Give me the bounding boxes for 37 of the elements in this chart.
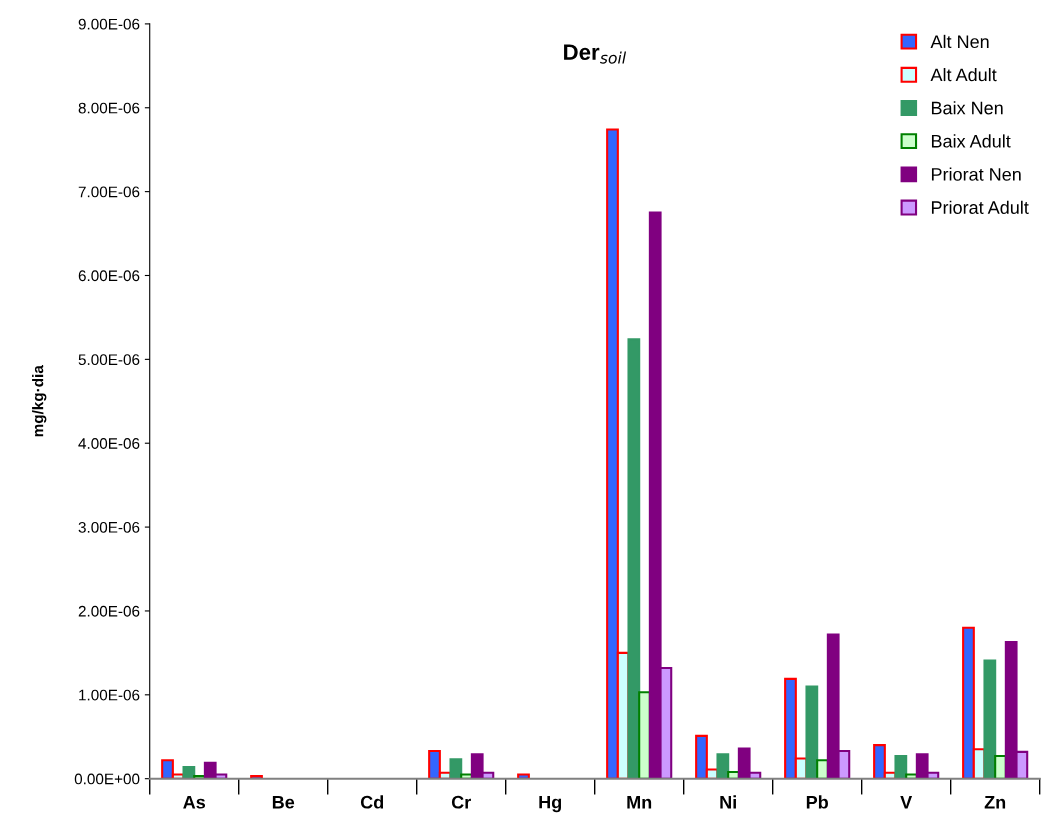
bar [250,775,263,779]
bar [716,753,730,779]
y-tick-label: 9.00E-06 [78,18,140,30]
y-tick-label: 5.00E-06 [78,354,140,366]
x-tick-label: Zn [984,796,1006,809]
y-tick-label: 6.00E-06 [78,270,140,282]
legend-label: Alt Nen [930,34,989,49]
x-tick-label: V [900,796,913,809]
bar [983,659,997,779]
bar [805,685,819,779]
y-tick-label: 2.00E-06 [78,605,140,617]
bar [517,773,530,779]
bar [182,765,196,779]
bar [894,755,908,779]
y-tick-label: 4.00E-06 [78,438,140,449]
y-tick-label: 3.00E-06 [78,521,140,533]
legend-label: Priorat Nen [931,167,1021,181]
legend-label: Baix Nen [931,101,1003,115]
x-tick-label: Be [272,796,295,809]
x-tick-label: Cr [451,795,471,809]
y-tick-label: 0.00E+00 [74,773,140,785]
x-tick-label: Pb [806,795,828,809]
y-tick-label: 1.00E-06 [79,689,140,701]
x-tick-label: Cd [360,795,384,809]
x-tick-label: Mn [627,796,652,809]
y-tick-label: 7.00E-06 [78,186,140,198]
text: Der$_{soil}$ [564,44,627,64]
legend-label: Baix Adult [931,134,1011,148]
bar [627,338,641,779]
y-axis-title: mg/kg·dia [32,365,47,437]
y-tick-label: 8.00E-06 [78,102,140,114]
x-tick-label: Hg [539,795,562,813]
x-tick-label: As [183,796,206,809]
legend-label: Alt Adult [930,68,997,82]
x-tick-label: Ni [720,795,736,809]
legend-label: Priorat Adult [931,200,1029,214]
bar [449,758,463,779]
